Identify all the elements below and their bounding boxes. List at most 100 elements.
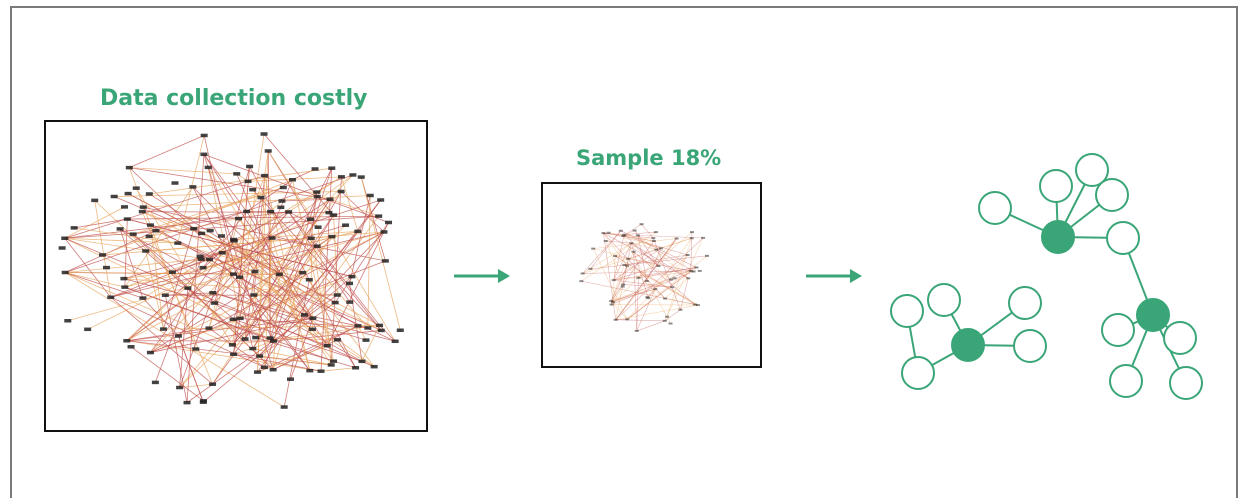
network-edge <box>646 248 662 282</box>
network-edge <box>126 200 283 342</box>
network-edge <box>127 218 352 278</box>
network-node <box>326 197 334 202</box>
network-edge <box>615 238 677 320</box>
network-node <box>142 249 150 253</box>
network-node <box>139 296 147 300</box>
network-node <box>695 304 700 307</box>
network-node <box>632 229 637 232</box>
network-edge <box>633 251 696 305</box>
network-node <box>658 247 663 250</box>
network-edge <box>259 355 332 366</box>
network-edge <box>130 346 204 402</box>
network-edge <box>623 284 673 288</box>
network-node <box>609 303 614 306</box>
network-node <box>380 230 388 234</box>
network-node <box>230 352 238 357</box>
network-node <box>376 323 384 328</box>
network-edge <box>65 272 233 346</box>
network-edge <box>64 237 375 368</box>
network-edge <box>129 167 195 229</box>
network-node <box>635 234 640 237</box>
network-node <box>629 242 634 245</box>
network-node <box>694 266 699 269</box>
network-node <box>686 277 691 280</box>
network-edge <box>232 179 293 320</box>
network-edge <box>292 179 334 362</box>
network-edge <box>126 239 234 342</box>
network-edge <box>64 206 125 239</box>
network-node <box>613 318 618 321</box>
network-edge <box>128 167 197 350</box>
network-node <box>668 278 673 281</box>
network-edge <box>603 232 654 242</box>
network-edge <box>193 228 311 371</box>
network-node <box>591 247 596 250</box>
network-edge <box>124 186 194 288</box>
network-edge <box>613 267 697 281</box>
network-node <box>337 189 345 194</box>
network-edge <box>615 280 648 320</box>
network-edge <box>626 251 634 266</box>
network-edge <box>246 179 293 212</box>
hub-node <box>1136 298 1170 332</box>
network-edge <box>624 234 659 267</box>
network-node <box>146 223 154 227</box>
network-edge <box>664 309 681 322</box>
network-edge <box>135 187 233 346</box>
network-edge <box>123 278 215 304</box>
network-edge <box>64 272 285 408</box>
network-edge <box>177 242 382 331</box>
hub-node <box>1041 220 1075 254</box>
network-edge <box>264 238 273 368</box>
network-node <box>697 269 702 272</box>
network-edge <box>340 191 385 233</box>
network-node <box>120 205 128 209</box>
network-node <box>307 236 315 241</box>
network-node <box>260 132 268 136</box>
network-edge <box>288 176 342 213</box>
network-edge <box>615 238 677 320</box>
network-node <box>124 191 132 196</box>
network-edge <box>257 325 359 373</box>
network-edge <box>129 135 205 168</box>
network-node <box>670 286 675 289</box>
network-node <box>110 194 118 199</box>
network-edge <box>623 235 688 256</box>
network-edge <box>666 238 692 317</box>
network-node <box>229 317 237 322</box>
network-node <box>644 280 649 283</box>
sample-caption: Sample 18% <box>576 146 722 170</box>
network-edge <box>610 265 628 302</box>
network-node <box>325 210 333 215</box>
network-edge <box>233 230 358 240</box>
network-node <box>342 223 350 227</box>
network-node <box>651 240 656 243</box>
network-edge <box>631 242 689 279</box>
network-edge <box>612 255 616 302</box>
network-node <box>204 165 212 170</box>
network-edge <box>129 167 237 175</box>
network-edge <box>126 340 322 372</box>
network-node <box>665 315 670 318</box>
network-edge <box>102 179 293 256</box>
network-edge <box>328 191 342 213</box>
network-edge <box>664 237 704 321</box>
network-node <box>199 400 207 404</box>
network-node <box>674 237 679 240</box>
network-node <box>656 264 661 267</box>
network-node <box>61 236 69 240</box>
network-node <box>254 370 262 374</box>
network-node <box>299 270 307 275</box>
network-node <box>171 181 179 185</box>
network-node <box>246 164 254 169</box>
network-edge <box>264 150 269 176</box>
network-edge <box>155 187 284 232</box>
network-edge <box>603 232 689 279</box>
network-node <box>653 288 658 291</box>
network-edge <box>615 237 704 321</box>
network-edge <box>603 233 617 320</box>
network-edge <box>203 153 389 223</box>
network-edge <box>283 279 310 408</box>
network-node <box>266 336 274 340</box>
network-edge <box>64 237 178 244</box>
